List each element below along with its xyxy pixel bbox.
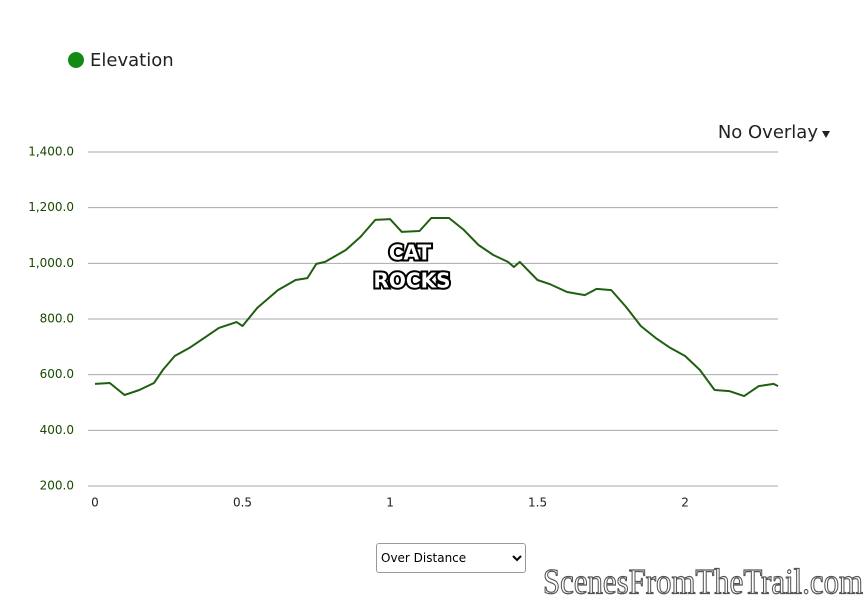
- y-tick-label: 200.0: [40, 479, 74, 493]
- x-tick-label: 1.5: [528, 496, 547, 510]
- y-tick-label: 1,000.0: [28, 256, 74, 270]
- x-tick-label: 2: [681, 496, 689, 510]
- x-tick-label: 0.5: [233, 496, 252, 510]
- legend-marker: [68, 52, 84, 68]
- y-tick-label: 400.0: [40, 423, 74, 437]
- annotation: CAT: [389, 241, 432, 265]
- x-tick-label: 1: [386, 496, 394, 510]
- distance-select[interactable]: Over Distance: [376, 543, 526, 573]
- legend-label: Elevation: [90, 50, 174, 71]
- y-tick-label: 1,200.0: [28, 200, 74, 214]
- elevation-line: [94, 217, 779, 398]
- x-tick-label: 0: [91, 496, 99, 510]
- y-tick-label: 800.0: [40, 312, 74, 326]
- annotation: ROCKS: [374, 269, 451, 293]
- dropdown-arrow[interactable]: [822, 131, 830, 138]
- overlay-menu[interactable]: No Overlay: [718, 122, 819, 143]
- y-tick-label: 1,400.0: [28, 145, 74, 159]
- watermark: ScenesFromTheTrail.com: [543, 561, 863, 601]
- y-tick-label: 600.0: [40, 367, 74, 381]
